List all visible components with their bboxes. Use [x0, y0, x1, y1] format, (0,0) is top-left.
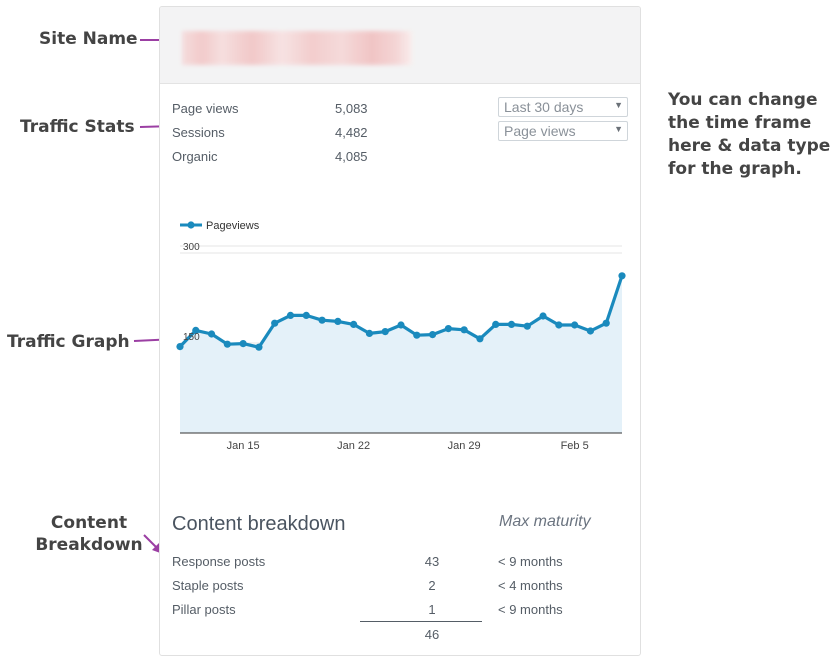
stat-value: 4,085	[335, 149, 368, 164]
site-name-redacted	[182, 31, 412, 65]
breakdown-label: Response posts	[172, 554, 266, 569]
data-point	[207, 330, 216, 338]
annotation-content-line2: Breakdown	[35, 535, 143, 555]
timeframe-select-value: Last 30 days	[504, 99, 584, 115]
x-tick-label: Jan 22	[337, 440, 370, 452]
y-tick-label: 150	[183, 332, 200, 343]
data-point	[523, 322, 531, 330]
stat-label: Page views	[172, 101, 239, 116]
breakdown-count: 1	[428, 602, 436, 617]
data-point	[365, 329, 374, 337]
max-maturity-header: Max maturity	[499, 513, 591, 530]
annotation-site-name: Site Name	[39, 29, 138, 49]
annotation-traffic-stats: Traffic Stats	[20, 117, 135, 137]
data-point	[239, 340, 247, 348]
data-point	[397, 321, 405, 329]
data-point	[381, 328, 389, 336]
data-point	[334, 317, 342, 325]
breakdown-row-response: Response posts 43 < 9 months	[172, 554, 632, 574]
data-point	[460, 326, 468, 334]
data-point	[492, 320, 500, 328]
breakdown-total: 46	[424, 627, 440, 642]
caret-down-icon: ▼	[614, 100, 623, 110]
traffic-chart: Jan 15 Jan 22 Jan 29 Feb 5 300 150 Pageviews	[176, 220, 626, 452]
data-point	[586, 327, 595, 335]
timeframe-select[interactable]: Last 30 days ▼	[498, 97, 628, 117]
data-point	[176, 343, 184, 351]
breakdown-count: 43	[424, 554, 440, 569]
total-divider	[360, 621, 482, 622]
breakdown-max-maturity: < 4 months	[498, 578, 563, 593]
y-tick-label: 300	[183, 242, 200, 253]
data-point	[476, 335, 484, 343]
data-point	[255, 343, 263, 351]
data-point	[555, 321, 563, 329]
x-tick-label: Feb 5	[561, 440, 589, 452]
caret-down-icon: ▼	[614, 124, 623, 134]
annotation-content-line1: Content	[50, 513, 128, 533]
data-point	[444, 325, 452, 333]
data-point	[618, 272, 626, 280]
stat-row-sessions: Sessions 4,482	[172, 125, 372, 145]
breakdown-row-pillar: Pillar posts 1 < 9 months	[172, 602, 632, 622]
x-tick-label: Jan 15	[227, 440, 260, 452]
data-point	[286, 311, 295, 319]
data-point	[192, 326, 200, 334]
legend-label-pageviews: Pageviews	[206, 220, 260, 232]
data-point	[350, 320, 358, 328]
data-point	[223, 340, 231, 348]
legend-swatch-point	[187, 221, 195, 229]
breakdown-label: Staple posts	[172, 578, 244, 593]
annotation-time-frame-note: You can change the time frame here & dat…	[668, 90, 831, 179]
stat-label: Sessions	[172, 125, 225, 140]
stat-value: 5,083	[335, 101, 368, 116]
breakdown-row-staple: Staple posts 2 < 4 months	[172, 578, 632, 598]
content-breakdown-title: Content breakdown	[172, 513, 346, 535]
annotation-content-breakdown: Content Breakdown	[30, 512, 148, 556]
stat-value: 4,482	[335, 125, 368, 140]
stat-label: Organic	[172, 149, 218, 164]
breakdown-label: Pillar posts	[172, 602, 236, 617]
stat-row-page-views: Page views 5,083	[172, 101, 372, 121]
stat-row-organic: Organic 4,085	[172, 149, 372, 169]
traffic-widget: Page views 5,083 Sessions 4,482 Organic …	[159, 6, 641, 656]
data-point	[571, 321, 579, 329]
breakdown-max-maturity: < 9 months	[498, 554, 563, 569]
datatype-select-value: Page views	[504, 123, 576, 139]
data-point	[302, 311, 310, 319]
data-point	[602, 319, 610, 327]
data-point	[539, 312, 547, 320]
data-point	[318, 316, 326, 324]
x-tick-label: Jan 29	[448, 440, 481, 452]
data-point	[428, 331, 437, 339]
breakdown-max-maturity: < 9 months	[498, 602, 563, 617]
area-fill-pageviews	[180, 275, 622, 433]
data-point	[413, 331, 421, 339]
datatype-select[interactable]: Page views ▼	[498, 121, 628, 141]
annotation-traffic-graph: Traffic Graph	[7, 332, 130, 352]
breakdown-count: 2	[428, 578, 436, 593]
data-point	[507, 320, 516, 328]
widget-header	[160, 7, 640, 84]
data-point	[271, 319, 279, 327]
